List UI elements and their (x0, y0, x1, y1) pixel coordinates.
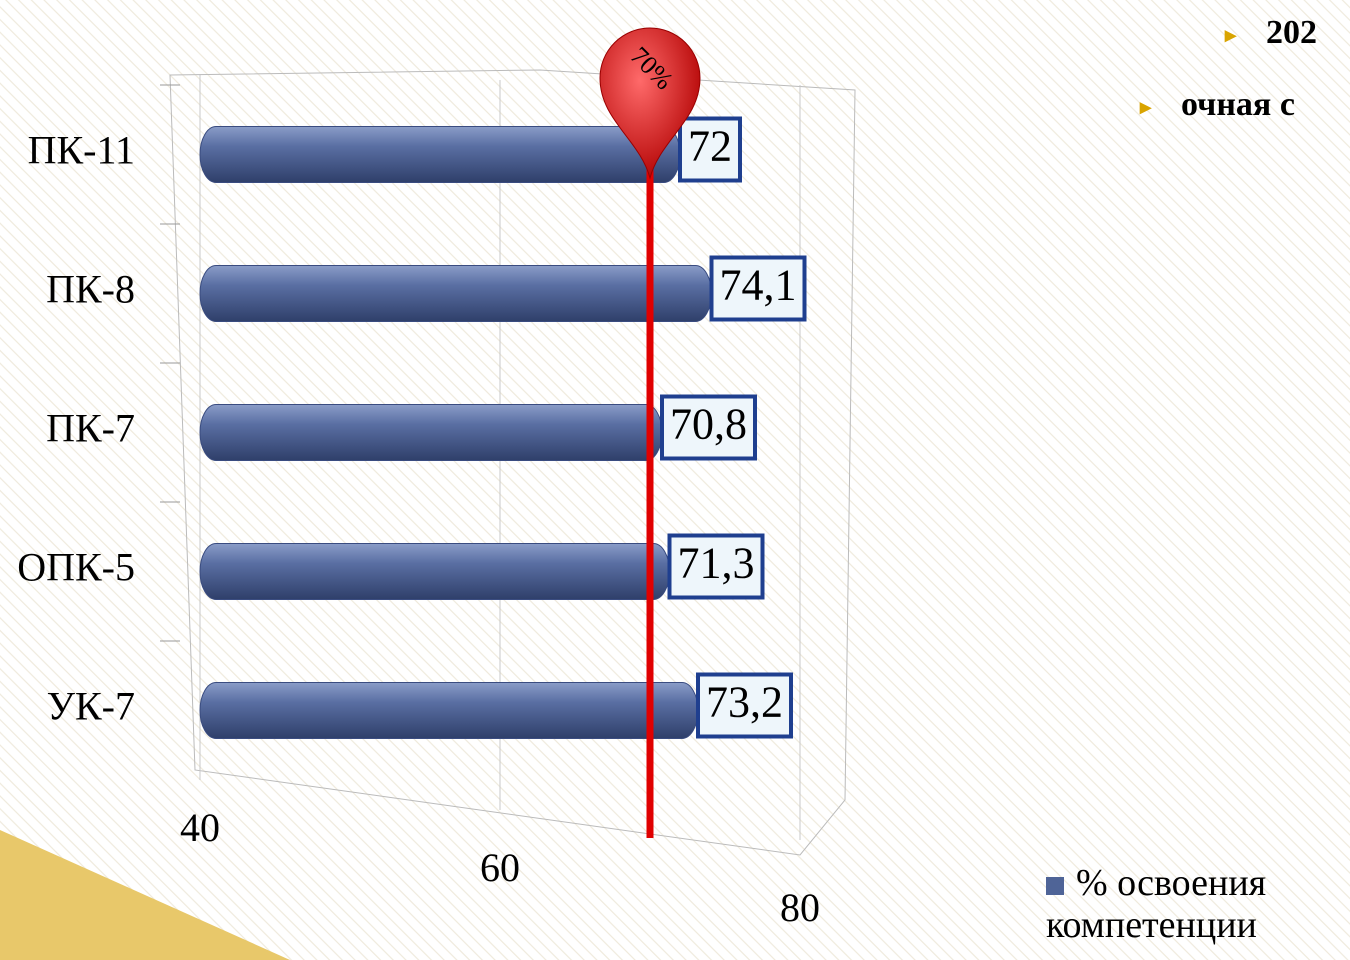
legend-swatch (1046, 877, 1064, 896)
value-label-box: 72 (678, 116, 742, 183)
bar (199, 404, 663, 461)
legend-label: % освоения компетенции (1046, 862, 1267, 946)
header-subtitle: очная с (1140, 86, 1295, 124)
value-label: 72 (688, 122, 732, 171)
x-tick-label: 80 (780, 885, 820, 930)
plot-frame (169, 69, 856, 856)
value-label-bg (667, 533, 765, 600)
x-tick-label: 40 (180, 805, 220, 850)
value-label-bg (660, 394, 757, 461)
bar (199, 126, 681, 183)
y-tick-label: ПК-7 (46, 406, 135, 451)
y-tick-label: ПК-11 (28, 128, 135, 173)
corner-decoration (0, 830, 290, 960)
value-label-box: 73,2 (696, 672, 793, 739)
value-label-box: 74,1 (709, 255, 807, 322)
value-label: 74,1 (720, 261, 797, 310)
bar (199, 265, 712, 322)
y-tick-label: ОПК-5 (17, 545, 135, 590)
value-label-bg (678, 116, 742, 183)
y-tick-label: УК-7 (47, 684, 135, 729)
value-label: 71,3 (678, 539, 755, 588)
value-label-bg (696, 672, 793, 739)
value-label-box: 70,8 (660, 394, 757, 461)
bar (199, 682, 699, 739)
value-label: 70,8 (670, 400, 747, 449)
value-label: 73,2 (706, 678, 783, 727)
bar (199, 543, 670, 600)
value-label-box: 71,3 (667, 533, 765, 600)
value-label-bg (709, 255, 807, 322)
x-tick-label: 60 (480, 845, 520, 890)
legend: % освоения компетенции (1046, 862, 1346, 946)
header-title: 202 (1225, 14, 1317, 52)
y-tick-label: ПК-8 (46, 267, 135, 312)
threshold-pin (599, 27, 701, 180)
